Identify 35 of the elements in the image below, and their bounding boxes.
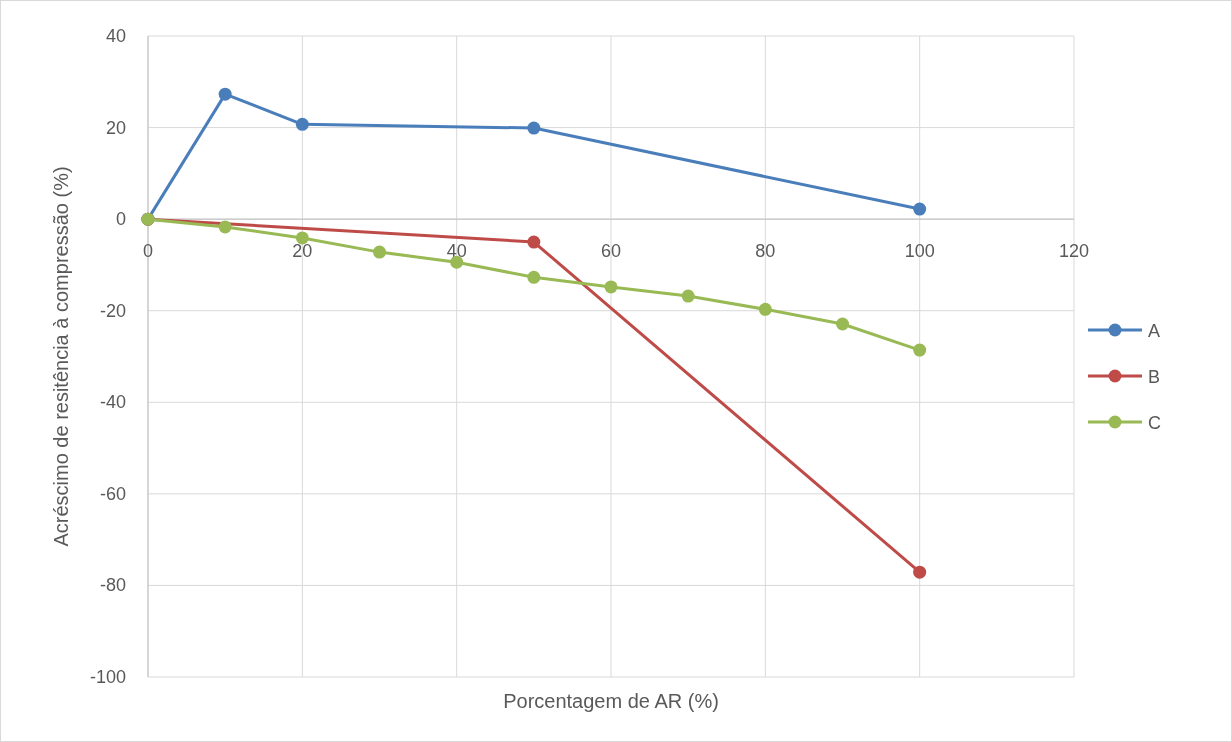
point	[218, 87, 232, 101]
x-tick-label: 120	[1058, 241, 1090, 262]
legend-label: A	[1148, 321, 1161, 341]
legend-label: B	[1148, 367, 1161, 387]
point	[758, 302, 772, 316]
point	[527, 235, 541, 249]
y-axis-title: Acréscimo de resitência à compressão (%)	[50, 166, 72, 547]
x-tick-label: 40	[446, 241, 467, 262]
y-tick-label: 20	[105, 117, 126, 138]
x-tick-label: 100	[904, 241, 935, 262]
point	[527, 270, 541, 284]
x-tick-label: 20	[292, 241, 313, 262]
point	[218, 220, 232, 234]
point	[913, 343, 927, 357]
y-tick-label: 0	[115, 209, 126, 230]
y-tick-label: -40	[99, 392, 126, 413]
point	[604, 280, 618, 294]
x-tick-label: 0	[142, 241, 154, 262]
y-tick-label: 40	[105, 26, 126, 46]
point	[295, 231, 309, 245]
legend-label: C	[1148, 413, 1161, 433]
y-tick-label: -60	[99, 483, 126, 504]
point	[913, 202, 927, 216]
y-tick-label: -100	[89, 667, 126, 687]
x-axis-title: Porcentagem de AR (%)	[503, 690, 719, 712]
y-tick-label: -20	[99, 300, 126, 321]
point	[295, 117, 309, 131]
y-tick-label: -80	[99, 575, 126, 596]
point	[681, 289, 695, 303]
point	[373, 245, 386, 259]
x-tick-label: 60	[600, 241, 622, 262]
x-tick-label: 80	[755, 241, 776, 262]
point	[836, 317, 849, 331]
point	[913, 565, 927, 579]
point	[527, 121, 541, 135]
